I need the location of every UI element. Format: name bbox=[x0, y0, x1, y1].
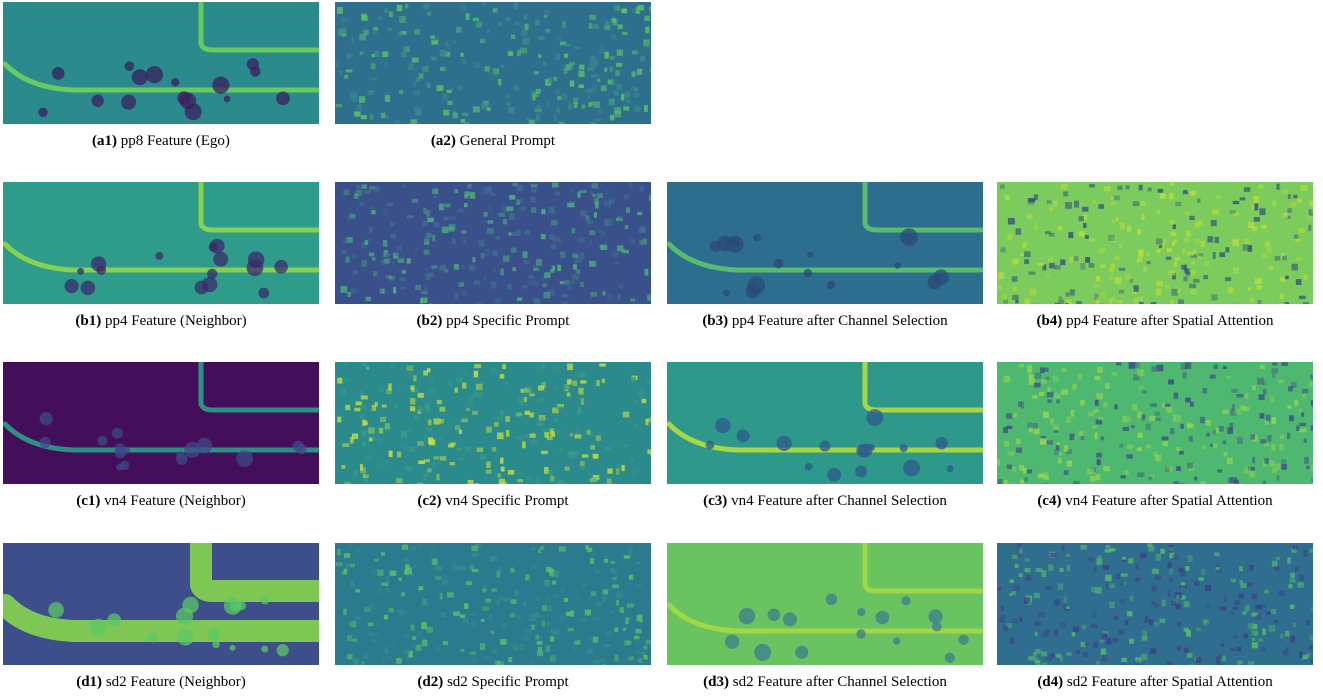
caption: (b2) pp4 Specific Prompt bbox=[315, 313, 671, 330]
feature-map bbox=[3, 2, 319, 124]
panel-label: (d2) bbox=[417, 674, 444, 690]
caption-text: vn4 Specific Prompt bbox=[445, 493, 569, 509]
caption-text: sd2 Feature after Channel Selection bbox=[732, 674, 947, 690]
caption: (c3) vn4 Feature after Channel Selection bbox=[647, 493, 1003, 510]
panel-label: (c4) bbox=[1037, 493, 1062, 509]
caption-text: sd2 Feature after Spatial Attention bbox=[1066, 674, 1273, 690]
caption: (c2) vn4 Specific Prompt bbox=[315, 493, 671, 510]
caption-text: pp4 Feature after Channel Selection bbox=[731, 313, 948, 329]
panel: (b3) pp4 Feature after Channel Selection bbox=[667, 182, 983, 329]
caption-text: pp4 Feature (Neighbor) bbox=[104, 313, 247, 329]
feature-map bbox=[335, 362, 651, 484]
panel: (d4) sd2 Feature after Spatial Attention bbox=[997, 543, 1313, 690]
panel-label: (d1) bbox=[76, 674, 103, 690]
panel: (c4) vn4 Feature after Spatial Attention bbox=[997, 362, 1313, 509]
feature-map bbox=[3, 543, 319, 665]
panel-label: (c2) bbox=[417, 493, 442, 509]
caption: (d4) sd2 Feature after Spatial Attention bbox=[977, 674, 1323, 691]
caption: (c1) vn4 Feature (Neighbor) bbox=[0, 493, 339, 510]
feature-map bbox=[335, 182, 651, 304]
feature-map bbox=[335, 543, 651, 665]
feature-map bbox=[335, 2, 651, 124]
panel: (d3) sd2 Feature after Channel Selection bbox=[667, 543, 983, 690]
panel-label: (a1) bbox=[92, 133, 118, 149]
caption-text: vn4 Feature (Neighbor) bbox=[104, 493, 246, 509]
caption: (c4) vn4 Feature after Spatial Attention bbox=[977, 493, 1323, 510]
caption: (b1) pp4 Feature (Neighbor) bbox=[0, 313, 339, 330]
caption: (d3) sd2 Feature after Channel Selection bbox=[647, 674, 1003, 691]
panel-label: (a2) bbox=[430, 133, 456, 149]
caption-text: sd2 Specific Prompt bbox=[446, 674, 569, 690]
panel-label: (d4) bbox=[1037, 674, 1064, 690]
panel-label: (d3) bbox=[703, 674, 729, 690]
panel: (d1) sd2 Feature (Neighbor) bbox=[3, 543, 319, 690]
feature-map bbox=[667, 362, 983, 484]
panel: (b1) pp4 Feature (Neighbor) bbox=[3, 182, 319, 329]
caption: (a1) pp8 Feature (Ego) bbox=[0, 133, 339, 150]
caption-text: vn4 Feature after Channel Selection bbox=[731, 493, 947, 509]
panel: (b4) pp4 Feature after Spatial Attention bbox=[997, 182, 1313, 329]
panel: (c3) vn4 Feature after Channel Selection bbox=[667, 362, 983, 509]
panel: (b2) pp4 Specific Prompt bbox=[335, 182, 651, 329]
panel-label: (b1) bbox=[75, 313, 102, 329]
caption-text: pp8 Feature (Ego) bbox=[120, 133, 230, 149]
caption: (b4) pp4 Feature after Spatial Attention bbox=[977, 313, 1323, 330]
panel: (a2) General Prompt bbox=[335, 2, 651, 149]
caption: (d1) sd2 Feature (Neighbor) bbox=[0, 674, 339, 691]
panel-label: (b2) bbox=[416, 313, 443, 329]
caption-text: General Prompt bbox=[459, 133, 556, 149]
panel-label: (c3) bbox=[703, 493, 728, 509]
panel-label: (c1) bbox=[76, 493, 101, 509]
panel-label: (b3) bbox=[702, 313, 729, 329]
feature-map bbox=[3, 362, 319, 484]
caption-text: pp4 Feature after Spatial Attention bbox=[1066, 313, 1274, 329]
panel: (c1) vn4 Feature (Neighbor) bbox=[3, 362, 319, 509]
caption-text: pp4 Specific Prompt bbox=[446, 313, 570, 329]
feature-map bbox=[997, 362, 1313, 484]
feature-map bbox=[3, 182, 319, 304]
feature-map bbox=[667, 182, 983, 304]
feature-map bbox=[997, 543, 1313, 665]
feature-map bbox=[667, 543, 983, 665]
caption: (a2) General Prompt bbox=[315, 133, 671, 150]
panel: (a1) pp8 Feature (Ego) bbox=[3, 2, 319, 149]
panel: (c2) vn4 Specific Prompt bbox=[335, 362, 651, 509]
feature-map bbox=[997, 182, 1313, 304]
caption-text: vn4 Feature after Spatial Attention bbox=[1065, 493, 1273, 509]
panel-label: (b4) bbox=[1036, 313, 1063, 329]
caption: (d2) sd2 Specific Prompt bbox=[315, 674, 671, 691]
caption-text: sd2 Feature (Neighbor) bbox=[105, 674, 246, 690]
caption: (b3) pp4 Feature after Channel Selection bbox=[647, 313, 1003, 330]
panel: (d2) sd2 Specific Prompt bbox=[335, 543, 651, 690]
